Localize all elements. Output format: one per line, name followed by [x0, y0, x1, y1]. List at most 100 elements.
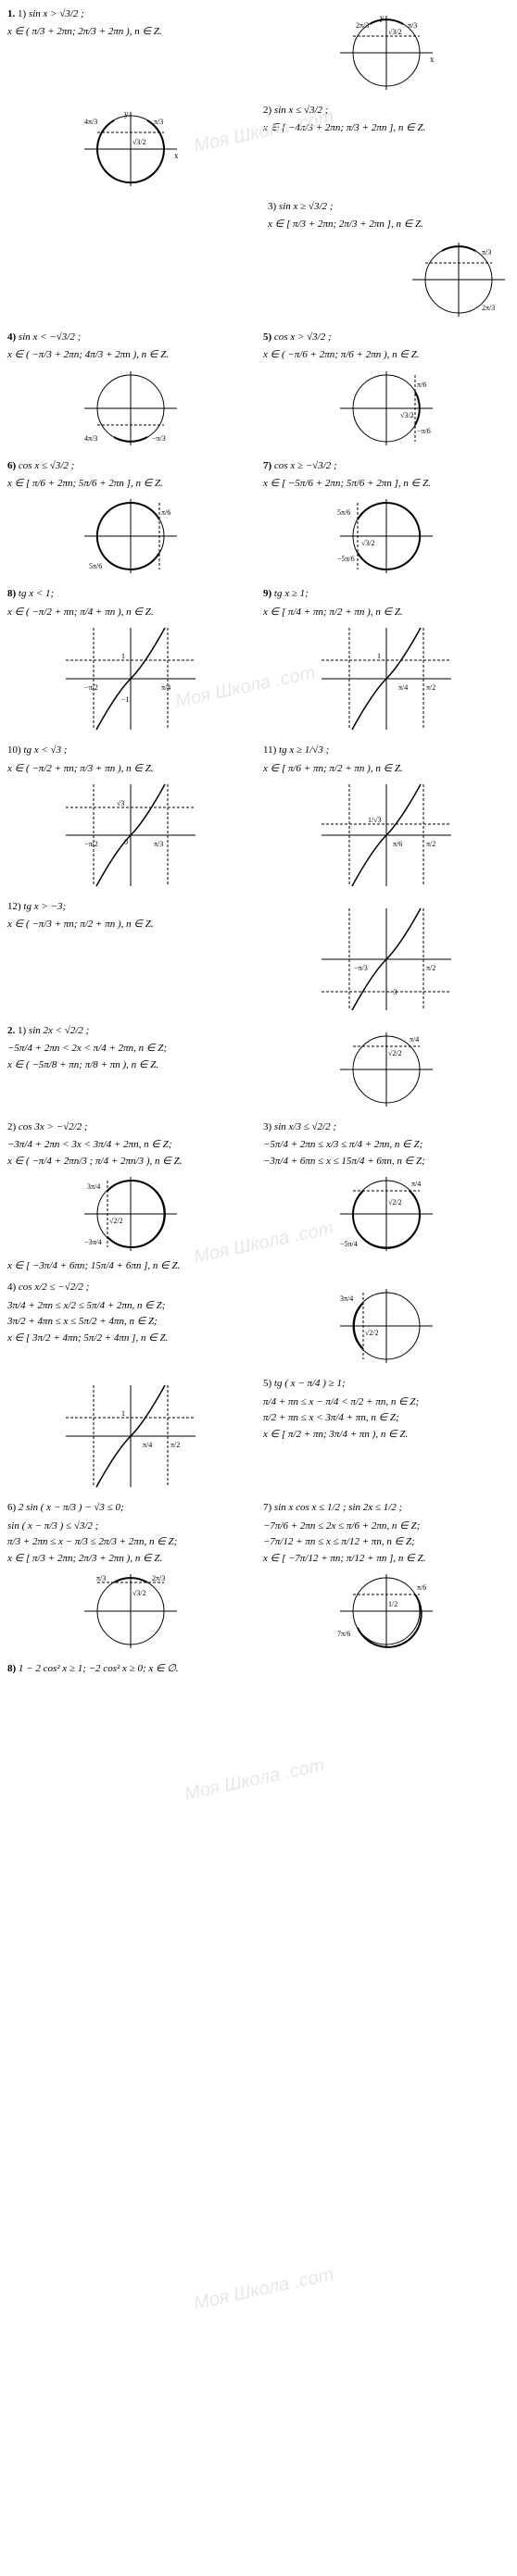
item-num: 1): [18, 8, 26, 19]
answer: x ∈ [ π/6 + 2πn; 5π/6 + 2πn ], n ∈ Z.: [7, 477, 254, 491]
unit-circle-2-4: 3π/4 √2/2: [335, 1284, 437, 1368]
step: −5π/4 + 2πn < 2x < π/4 + 2πn, n ∈ Z;: [7, 1042, 254, 1056]
answer: x ∈ [ π/3 + 2πn; 2π/3 + 2πn ], n ∈ Z.: [268, 218, 510, 231]
item-num: 5): [263, 1378, 271, 1389]
svg-text:π/3: π/3: [154, 840, 163, 848]
answer: x ∈ ( −π/6 + 2πn; π/6 + 2πn ), n ∈ Z.: [263, 348, 510, 362]
answer: x ∈ [ −7π/12 + πn; π/12 + πn ], n ∈ Z.: [263, 1552, 510, 1566]
svg-text:π/3: π/3: [408, 21, 417, 30]
svg-text:1: 1: [121, 1409, 125, 1418]
section-num: 2.: [7, 1025, 15, 1036]
item-num: 6): [7, 1502, 16, 1513]
answer: x ∈ ( −π/2 + πn; π/3 + πn ), n ∈ Z.: [7, 762, 254, 776]
problem-2-2-3: 2) cos 3x > −√2/2 ; −3π/4 + 2πn < 3x < 3…: [7, 1120, 510, 1276]
inequality: sin x < −√3/2 ;: [19, 331, 81, 343]
svg-text:y: y: [124, 109, 129, 119]
inequality: tg x < √3 ;: [23, 744, 67, 756]
svg-text:3π/4: 3π/4: [340, 1294, 353, 1303]
svg-text:π/6: π/6: [417, 381, 426, 389]
unit-circle-2-6: 2π/3 π/3 √3/2: [80, 1569, 182, 1653]
problem-1-12: 12) tg x > −3; x ∈ ( −π/3 + πn; π/2 + πn…: [7, 900, 510, 1019]
svg-text:√3/2: √3/2: [132, 1589, 146, 1597]
item-num: 10): [7, 744, 21, 756]
inequality: tg x ≥ 1;: [274, 588, 309, 599]
unit-circle-5: π/6 −π/6 √3/2: [335, 367, 437, 450]
svg-text:π/6: π/6: [161, 508, 170, 517]
problem-2-8: 8) 1 − 2 cos² x ≥ 1; −2 cos² x ≥ 0; x ∈ …: [7, 1662, 510, 1680]
inequality: sin x ≤ √3/2 ;: [274, 105, 329, 116]
section-num: 1.: [7, 8, 15, 19]
watermark: Моя Школа .com: [192, 2261, 336, 2316]
inequality: tg x < 1;: [19, 588, 54, 599]
item-num: 12): [7, 901, 21, 912]
svg-text:−3: −3: [389, 988, 397, 996]
svg-text:2π/3: 2π/3: [482, 304, 495, 312]
svg-text:−π/3: −π/3: [354, 964, 368, 972]
svg-text:√3/2: √3/2: [361, 539, 375, 547]
tan-graph-9: π/4 π/2 1: [317, 623, 456, 734]
item-num: 4): [7, 1282, 16, 1293]
step: −5π/4 + 2πn ≤ x/3 ≤ π/4 + 2πn, n ∈ Z;: [263, 1138, 510, 1152]
inequality: cos 3x > −√2/2 ;: [19, 1121, 88, 1132]
svg-text:−5π/4: −5π/4: [340, 1240, 358, 1248]
item-num: 7): [263, 1502, 271, 1513]
answer: x ∈ ( −π/4 + 2πn/3 ; π/4 + 2πn/3 ), n ∈ …: [7, 1155, 254, 1169]
unit-circle-2-7: π/6 7π/6 1/2: [335, 1569, 437, 1653]
item-num: 5): [263, 331, 271, 343]
problem-1-4-5: 4) sin x < −√3/2 ; x ∈ ( −π/3 + 2πn; 4π/…: [7, 331, 510, 454]
item-num: 1): [18, 1025, 26, 1036]
item-num: 8): [7, 1663, 16, 1674]
item-num: 8): [7, 588, 16, 599]
svg-text:0: 0: [124, 838, 128, 846]
unit-circle-2-1: π/4 √2/2: [335, 1028, 437, 1111]
item-num: 7): [263, 460, 271, 471]
svg-text:x: x: [430, 55, 435, 64]
svg-text:√3/2: √3/2: [388, 28, 402, 36]
svg-text:7π/6: 7π/6: [337, 1630, 350, 1638]
step: −3π/4 + 2πn < 3x < 3π/4 + 2πn, n ∈ Z;: [7, 1138, 254, 1152]
svg-text:π/6: π/6: [417, 1583, 426, 1592]
svg-text:√2/2: √2/2: [365, 1329, 379, 1337]
svg-text:π/3: π/3: [96, 1574, 106, 1582]
svg-text:3π/4: 3π/4: [87, 1182, 100, 1191]
svg-text:−1: −1: [121, 695, 130, 704]
unit-circle-6: π/6 5π/6: [80, 494, 182, 578]
step: −7π/6 + 2πn ≤ 2x ≤ π/6 + 2πn, n ∈ Z;: [263, 1519, 510, 1533]
item-num: 3): [268, 201, 276, 212]
tan-graph-12: −3 −π/3 π/2: [317, 904, 456, 1015]
step: π/2 + πn ≤ x < 3π/4 + πn, n ∈ Z;: [263, 1411, 510, 1425]
tan-graph-2-5: 1 π/4 π/2: [61, 1381, 200, 1492]
item-num: 6): [7, 460, 16, 471]
svg-text:π/4: π/4: [161, 683, 170, 692]
inequality: sin x ≥ √3/2 ;: [279, 201, 334, 212]
answer: x ∈ [ −4π/3 + 2πn; π/3 + 2πn ], n ∈ Z.: [263, 121, 510, 135]
inequality: 2 sin ( x − π/3 ) − √3 ≤ 0;: [19, 1502, 124, 1513]
svg-text:π/4: π/4: [143, 1441, 152, 1449]
tan-graph-8: −π/2 π/4 1 −1: [61, 623, 200, 734]
svg-text:π/3: π/3: [154, 118, 163, 126]
svg-text:−π/6: −π/6: [417, 427, 431, 435]
svg-text:−5π/6: −5π/6: [337, 555, 355, 563]
unit-circle-1: xy √3/2 2π/3 π/3: [335, 11, 437, 94]
item-num: 4): [7, 331, 16, 343]
svg-text:π/4: π/4: [411, 1180, 421, 1188]
step: −7π/12 + πn ≤ x ≤ π/12 + πn, n ∈ Z;: [263, 1535, 510, 1549]
problem-2-4: 4) cos x/2 ≤ −√2/2 ; 3π/4 + 2πn ≤ x/2 ≤ …: [7, 1281, 510, 1371]
svg-text:π/2: π/2: [426, 964, 435, 972]
tan-graph-10: √3 −π/2 π/3 0: [61, 780, 200, 891]
unit-circle-2: xy 4π/3 π/3 √3/2: [80, 107, 182, 191]
step: 3π/4 + 2πn ≤ x/2 ≤ 5π/4 + 2πn, n ∈ Z;: [7, 1299, 254, 1313]
svg-text:1/2: 1/2: [388, 1600, 397, 1608]
watermark: Моя Школа .com: [183, 1752, 327, 1807]
unit-circle-3: π/3 2π/3: [408, 238, 510, 321]
svg-text:−π/2: −π/2: [84, 683, 98, 692]
svg-text:4π/3: 4π/3: [84, 118, 97, 126]
problem-1-3: 3) sin x ≥ √3/2 ; x ∈ [ π/3 + 2πn; 2π/3 …: [7, 200, 510, 325]
answer: x ∈ [ π/2 + πn; 3π/4 + πn ), n ∈ Z.: [263, 1428, 510, 1442]
answer: x ∈ [ π/3 + 2πn; 2π/3 + 2πn ), n ∈ Z.: [7, 1552, 254, 1566]
svg-text:√2/2: √2/2: [109, 1217, 123, 1225]
problem-1-10-11: 10) tg x < √3 ; x ∈ ( −π/2 + πn; π/3 + π…: [7, 744, 510, 894]
problem-2-1: 2. 1) sin 2x < √2/2 ; −5π/4 + 2πn < 2x <…: [7, 1024, 510, 1115]
svg-text:√2/2: √2/2: [388, 1198, 402, 1207]
unit-circle-2-2: 3π/4 −3π/4 √2/2: [80, 1172, 182, 1256]
